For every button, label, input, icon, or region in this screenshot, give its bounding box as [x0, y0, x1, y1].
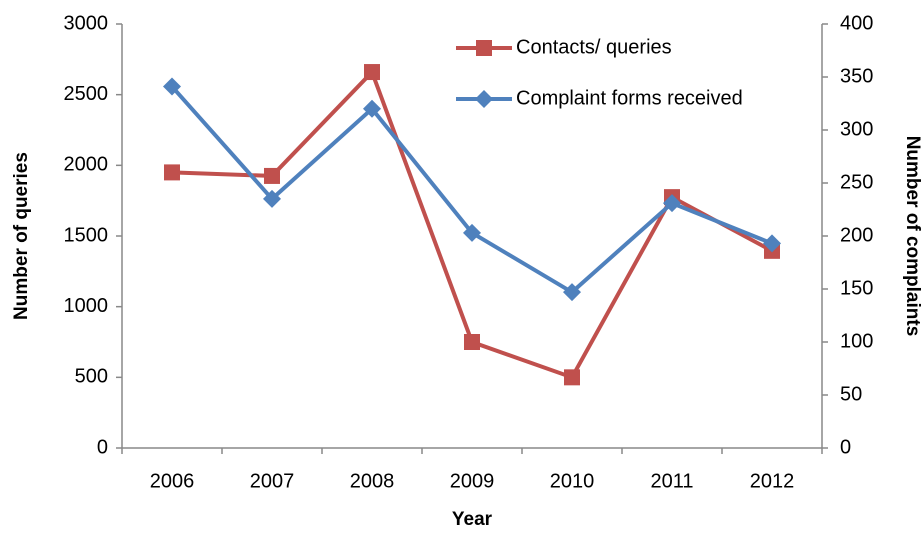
y-tick-label: 3000 — [64, 12, 109, 34]
x-tick-label: 2007 — [250, 470, 295, 492]
y2-tick-label: 100 — [840, 330, 873, 352]
y2-tick-label: 50 — [840, 383, 862, 405]
x-tick-label: 2010 — [550, 470, 595, 492]
y2-tick-label: 200 — [840, 224, 873, 246]
marker — [663, 194, 681, 213]
marker — [164, 164, 180, 181]
marker — [475, 90, 493, 108]
marker — [476, 40, 492, 56]
marker — [163, 77, 181, 96]
y2-tick-label: 300 — [840, 118, 873, 140]
line — [170, 85, 773, 295]
marker — [463, 223, 481, 242]
y2-tick-label: 150 — [840, 277, 873, 299]
legend-label: Complaint forms received — [516, 87, 743, 109]
y-tick-label: 2000 — [64, 154, 109, 176]
x-tick-label: 2012 — [750, 470, 795, 492]
x-tick-label: 2008 — [350, 470, 395, 492]
y2-tick-label: 250 — [840, 171, 873, 193]
marker — [363, 99, 381, 118]
x-tick-label: 2009 — [450, 470, 495, 492]
y-axis-title: Number of queries — [11, 152, 32, 320]
y2-axis-title: Number of complaints — [902, 136, 923, 337]
x-tick-label: 2006 — [150, 470, 195, 492]
marker — [763, 234, 781, 253]
marker — [264, 167, 280, 184]
marker — [263, 189, 281, 208]
y-tick-label: 2500 — [64, 83, 109, 105]
y-tick-label: 1000 — [64, 295, 109, 317]
legend-label: Contacts/ queries — [516, 36, 672, 58]
x-tick-label: 2011 — [650, 470, 693, 492]
marker — [364, 64, 380, 81]
marker — [563, 283, 581, 302]
y-tick-label: 1500 — [64, 224, 109, 246]
y2-tick-label: 350 — [840, 65, 873, 87]
marker — [464, 334, 480, 350]
y2-tick-label: 400 — [840, 12, 873, 34]
y2-tick-label: 0 — [840, 436, 851, 458]
y-tick-label: 0 — [97, 436, 108, 458]
x-axis-title: Year — [452, 509, 493, 530]
marker — [564, 369, 580, 386]
y-tick-label: 500 — [75, 366, 108, 388]
